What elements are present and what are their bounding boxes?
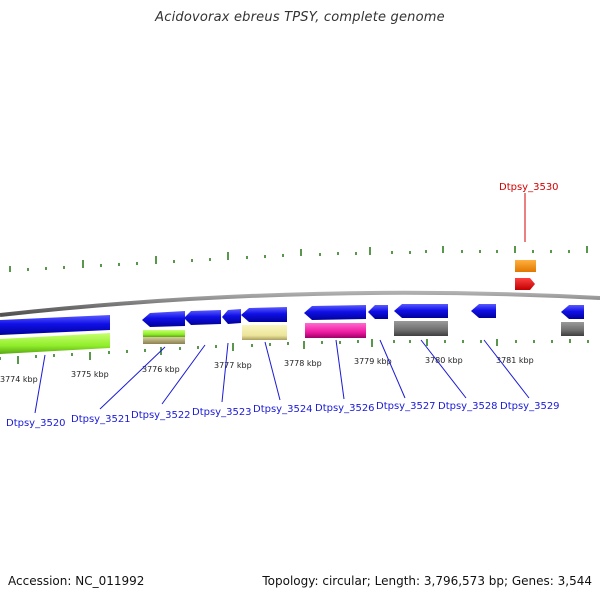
gene-3530-orange-feature[interactable]	[515, 260, 536, 272]
upper-tick-row	[9, 246, 588, 272]
feature-gray-right[interactable]	[561, 322, 584, 336]
gene-label-3523[interactable]: Dtpsy_3523	[192, 407, 252, 418]
feature-cream[interactable]	[242, 325, 287, 340]
gene-label-3527[interactable]: Dtpsy_3527	[376, 401, 436, 412]
gene-arrow[interactable]	[184, 310, 221, 325]
gene-label-3521[interactable]: Dtpsy_3521	[71, 414, 131, 425]
gene-arrow[interactable]	[142, 311, 185, 327]
scale-label: 3776 kbp	[142, 365, 180, 374]
gene-arrow[interactable]	[0, 315, 110, 335]
gene-arrow[interactable]	[561, 305, 584, 319]
scale-label: 3781 kbp	[496, 356, 534, 365]
feature-green-small[interactable]	[143, 330, 185, 337]
gene-leader-lines	[34, 339, 530, 414]
scale-label: 3778 kbp	[284, 359, 322, 368]
gene-label-3529[interactable]: Dtpsy_3529	[500, 401, 560, 412]
gene-arrows-blue	[0, 304, 584, 335]
gene-label-3522[interactable]: Dtpsy_3522	[131, 410, 191, 421]
gene-label-3528[interactable]: Dtpsy_3528	[438, 401, 498, 412]
scale-label: 3779 kbp	[354, 357, 392, 366]
gene-arrow[interactable]	[241, 307, 287, 322]
lower-tick-row	[0, 339, 589, 364]
scale-label: 3774 kbp	[0, 375, 38, 384]
scale-label: 3777 kbp	[214, 361, 252, 370]
scale-label: 3780 kbp	[425, 356, 463, 365]
feature-olive-small[interactable]	[143, 337, 185, 344]
gene-arrow[interactable]	[222, 309, 241, 324]
gene-label-3520[interactable]: Dtpsy_3520	[6, 418, 66, 429]
feature-gray[interactable]	[394, 321, 448, 336]
gene-label-3530[interactable]: Dtpsy_3530	[499, 182, 559, 193]
genome-summary-text: Topology: circular; Length: 3,796,573 bp…	[262, 574, 592, 588]
genome-backbone	[0, 290, 600, 317]
gene-arrow[interactable]	[394, 304, 448, 318]
feature-green-long[interactable]	[0, 333, 110, 354]
gene-label-3524[interactable]: Dtpsy_3524	[253, 404, 313, 415]
gene-arrow[interactable]	[304, 305, 366, 320]
gene-arrow[interactable]	[471, 304, 496, 318]
gene-3530-red-arrow[interactable]	[515, 278, 535, 290]
gene-arrow[interactable]	[368, 305, 388, 319]
accession-text: Accession: NC_011992	[8, 574, 145, 588]
map-title: Acidovorax ebreus TPSY, complete genome	[155, 10, 445, 25]
scale-label: 3775 kbp	[71, 370, 109, 379]
gene-label-3526[interactable]: Dtpsy_3526	[315, 403, 375, 414]
feature-pink[interactable]	[305, 323, 366, 338]
